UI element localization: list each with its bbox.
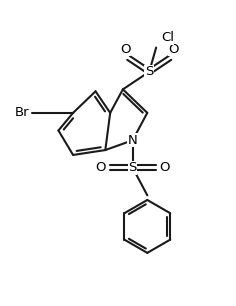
Text: Cl: Cl bbox=[161, 31, 174, 44]
Text: N: N bbox=[128, 134, 138, 147]
Text: Br: Br bbox=[15, 106, 30, 119]
Text: O: O bbox=[120, 43, 130, 56]
Text: O: O bbox=[159, 161, 170, 174]
Text: S: S bbox=[128, 161, 137, 174]
Text: O: O bbox=[96, 161, 106, 174]
Text: S: S bbox=[145, 65, 153, 78]
Text: O: O bbox=[168, 43, 179, 56]
